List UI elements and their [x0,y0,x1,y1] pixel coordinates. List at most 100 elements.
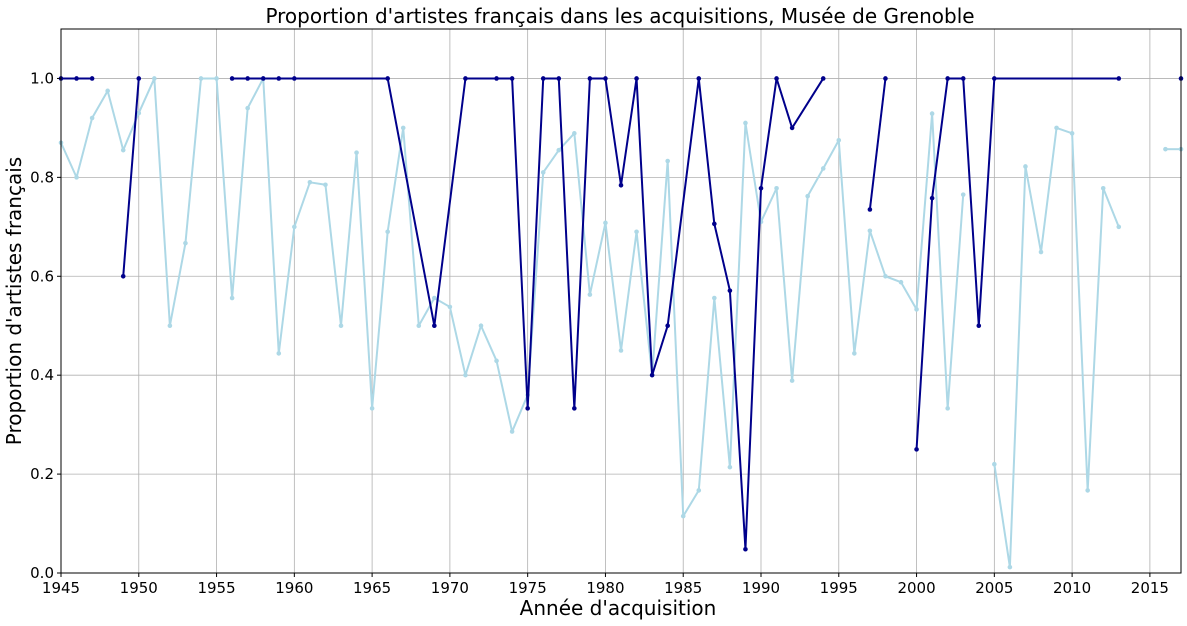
data-point [743,120,748,126]
data-point [89,76,95,81]
x-tick-label: 1950 [120,579,158,597]
data-point [820,166,826,171]
data-point [898,279,904,285]
data-point [929,195,935,201]
x-tick-label: 2000 [897,579,935,597]
data-point [292,76,297,81]
x-axis-label: Année d'acquisition [520,596,717,620]
grid [60,29,1181,574]
data-point [354,150,359,155]
data-point [1100,185,1106,191]
data-point [89,115,95,121]
data-point [556,147,562,153]
data-point [976,323,982,329]
x-tick-label: 1990 [742,579,780,597]
x-tick-label: 1965 [353,579,391,597]
data-point [1023,164,1028,169]
data-point [214,76,219,81]
data-point [198,76,204,81]
data-point [385,229,390,235]
data-point [136,76,142,81]
data-point [1054,125,1059,131]
data-point [960,192,966,197]
data-point [789,125,795,131]
x-tick-label: 1980 [586,579,624,597]
data-point [883,273,888,279]
series-layer [58,76,1184,570]
plot-frame [60,28,1182,574]
data-point [945,406,950,411]
data-point [696,76,702,81]
y-tick-label: 1.0 [30,69,54,87]
data-point [1007,564,1013,570]
data-point [385,76,390,81]
data-point [120,273,126,279]
data-point [74,175,79,180]
data-point [680,513,686,519]
data-point [338,323,344,329]
data-point [432,295,437,301]
data-point [540,76,546,81]
data-point [245,105,250,111]
data-point [509,429,515,434]
y-tick-label: 0.4 [30,366,54,384]
data-point [992,76,997,81]
data-point [665,158,670,164]
data-point [618,182,624,188]
x-tick-label: 2010 [1053,579,1091,597]
data-point [992,461,997,467]
x-tick-label: 1970 [431,579,469,597]
data-point [743,546,748,552]
chart-title: Proportion d'artistes français dans les … [265,4,974,28]
data-point [1038,249,1044,255]
data-point [245,76,250,81]
data-point [867,207,873,212]
data-point [1085,488,1090,493]
data-point [478,323,484,329]
data-point [369,406,375,411]
data-point [416,323,422,329]
x-tick-label: 1960 [275,579,313,597]
data-point [400,125,406,131]
data-point [883,76,888,81]
data-point [229,76,235,81]
series-line [122,78,140,277]
series-line [232,77,825,551]
data-point [774,185,779,191]
data-point [307,180,313,185]
data-point [1069,131,1075,136]
data-point [120,147,126,153]
x-tick-label: 1955 [197,579,235,597]
data-point [634,229,639,235]
data-point [867,228,873,234]
data-point [696,488,702,493]
data-point [805,193,810,199]
data-point [603,220,608,226]
data-point [914,447,919,452]
data-point [183,240,188,246]
data-point [525,406,530,411]
x-tick-label: 1945 [42,579,80,597]
x-tick-label: 2005 [975,579,1013,597]
series-2 [58,76,1184,552]
data-point [634,76,639,81]
data-point [463,372,468,378]
data-point [603,76,608,81]
x-tick-label: 1995 [820,579,858,597]
data-point [929,111,935,116]
data-point [494,76,499,81]
data-point [167,323,173,329]
data-point [276,76,282,81]
data-point [229,295,235,301]
data-point [105,88,110,94]
data-point [852,351,857,356]
data-point [587,76,593,81]
data-point [323,182,328,188]
data-point [260,76,266,81]
y-tick-label: 0.0 [30,564,54,582]
data-point [1116,224,1122,230]
data-point [136,110,142,116]
y-tick-label: 0.2 [30,465,54,483]
